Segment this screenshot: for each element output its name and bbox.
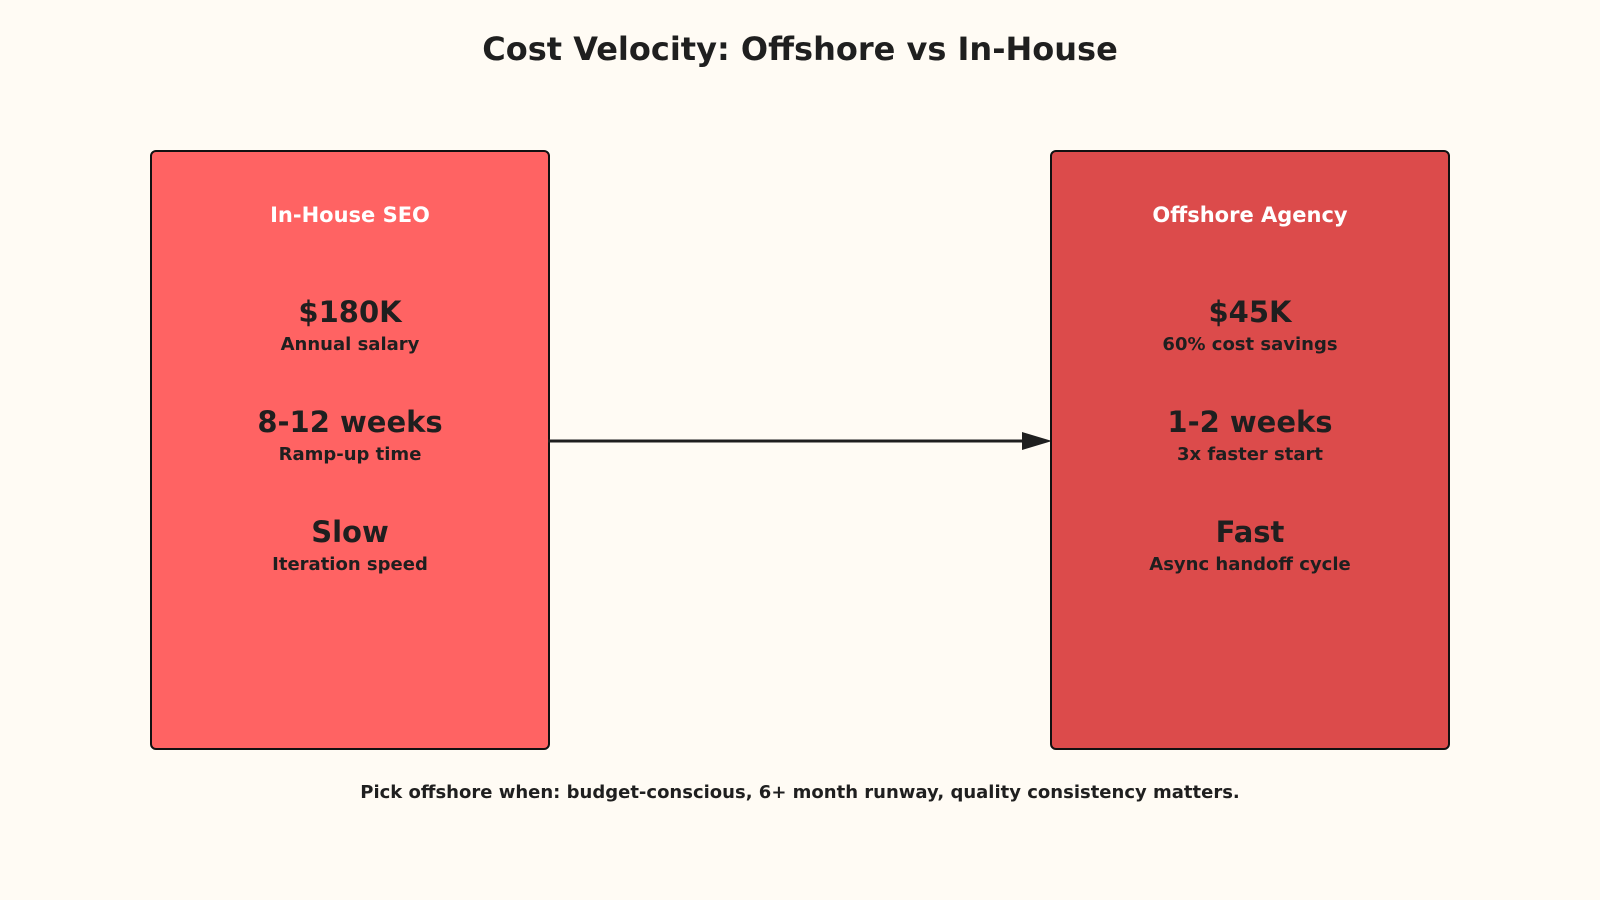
offshore-metric-cost: $45K 60% cost savings bbox=[1052, 294, 1448, 357]
in-house-cost-value: $180K bbox=[298, 295, 402, 329]
in-house-card-title: In-House SEO bbox=[270, 203, 430, 227]
offshore-metric-ramp: 1-2 weeks 3x faster start bbox=[1052, 404, 1448, 467]
offshore-card: Offshore Agency $45K 60% cost savings 1-… bbox=[1050, 150, 1450, 750]
offshore-cost-value: $45K bbox=[1208, 295, 1292, 329]
in-house-speed-value: Slow bbox=[311, 515, 389, 549]
offshore-ramp-value: 1-2 weeks bbox=[1167, 405, 1333, 439]
page-title: Cost Velocity: Offshore vs In-House bbox=[482, 30, 1118, 68]
offshore-card-title: Offshore Agency bbox=[1152, 203, 1348, 227]
offshore-speed-caption: Async handoff cycle bbox=[1149, 554, 1351, 575]
in-house-card: In-House SEO $180K Annual salary 8-12 we… bbox=[150, 150, 550, 750]
in-house-metric-speed: Slow Iteration speed bbox=[152, 514, 548, 577]
offshore-speed-value: Fast bbox=[1215, 515, 1285, 549]
in-house-ramp-value: 8-12 weeks bbox=[257, 405, 443, 439]
comparison-arrow bbox=[548, 432, 1052, 450]
in-house-cost-caption: Annual salary bbox=[280, 334, 420, 355]
in-house-metric-cost: $180K Annual salary bbox=[152, 294, 548, 357]
arrow-head-icon bbox=[1022, 432, 1052, 450]
footnote: Pick offshore when: budget-conscious, 6+… bbox=[360, 782, 1240, 803]
offshore-ramp-caption: 3x faster start bbox=[1177, 444, 1323, 465]
in-house-metric-ramp: 8-12 weeks Ramp-up time bbox=[152, 404, 548, 467]
offshore-metric-speed: Fast Async handoff cycle bbox=[1052, 514, 1448, 577]
in-house-ramp-caption: Ramp-up time bbox=[278, 444, 422, 465]
offshore-cost-caption: 60% cost savings bbox=[1162, 334, 1338, 355]
in-house-speed-caption: Iteration speed bbox=[272, 554, 428, 575]
